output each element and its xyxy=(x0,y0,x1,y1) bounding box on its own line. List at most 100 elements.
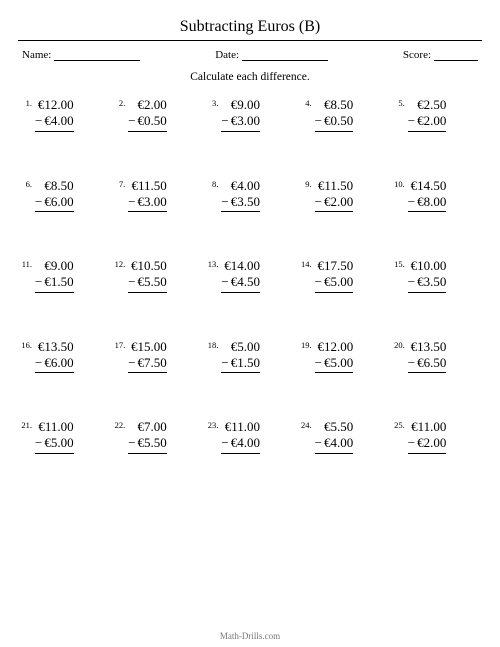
answer-rule xyxy=(408,453,447,454)
problem-number: 11. xyxy=(20,258,32,269)
problem: 25.€11.00−€2.00 xyxy=(393,419,480,454)
subtrahend: €5.00 xyxy=(324,355,353,371)
problem: 2.€2.00−€0.50 xyxy=(113,97,200,132)
subtraction-stack: €12.00−€4.00 xyxy=(35,97,74,132)
answer-rule xyxy=(128,131,167,132)
problem-number: 23. xyxy=(206,419,218,430)
score-blank[interactable] xyxy=(434,51,478,61)
subtrahend-line: −€4.00 xyxy=(35,113,74,129)
subtraction-stack: €10.50−€5.50 xyxy=(128,258,167,293)
answer-rule xyxy=(408,372,447,373)
subtrahend-line: −€5.00 xyxy=(35,435,74,451)
problem-number: 14. xyxy=(300,258,312,269)
minus-sign: − xyxy=(315,435,324,451)
subtrahend-line: −€2.00 xyxy=(408,435,447,451)
answer-rule xyxy=(35,453,74,454)
subtrahend-line: −€5.50 xyxy=(128,274,167,290)
answer-rule xyxy=(35,372,74,373)
answer-rule xyxy=(35,211,74,212)
answer-rule xyxy=(315,211,354,212)
name-blank[interactable] xyxy=(54,51,140,61)
problem-grid: 1.€12.00−€4.002.€2.00−€0.503.€9.00−€3.00… xyxy=(18,97,482,454)
problem-number: 7. xyxy=(113,178,125,189)
minuend: €10.50 xyxy=(128,258,167,274)
problem: 4.€8.50−€0.50 xyxy=(300,97,387,132)
subtrahend: €6.50 xyxy=(417,355,446,371)
subtraction-stack: €2.50−€2.00 xyxy=(408,97,447,132)
subtraction-stack: €14.00−€4.50 xyxy=(221,258,260,293)
subtrahend-line: −€5.50 xyxy=(128,435,167,451)
problem: 1.€12.00−€4.00 xyxy=(20,97,107,132)
subtrahend: €7.50 xyxy=(138,355,167,371)
answer-rule xyxy=(128,292,167,293)
problem-number: 6. xyxy=(20,178,32,189)
subtrahend-line: −€5.00 xyxy=(315,274,354,290)
subtrahend-line: −€0.50 xyxy=(315,113,354,129)
subtrahend-line: −€6.00 xyxy=(35,194,74,210)
subtrahend-line: −€4.00 xyxy=(315,435,354,451)
subtrahend-line: −€4.50 xyxy=(221,274,260,290)
problem: 6.€8.50−€6.00 xyxy=(20,178,107,213)
subtraction-stack: €11.00−€2.00 xyxy=(408,419,447,454)
answer-rule xyxy=(315,453,354,454)
subtrahend: €2.00 xyxy=(417,113,446,129)
subtrahend-line: −€0.50 xyxy=(128,113,167,129)
minus-sign: − xyxy=(221,194,230,210)
minuend: €14.50 xyxy=(408,178,447,194)
problem: 15.€10.00−€3.50 xyxy=(393,258,480,293)
date-blank[interactable] xyxy=(242,51,328,61)
minus-sign: − xyxy=(221,435,230,451)
problem: 14.€17.50−€5.00 xyxy=(300,258,387,293)
subtraction-stack: €9.00−€1.50 xyxy=(35,258,74,293)
subtraction-stack: €9.00−€3.00 xyxy=(221,97,260,132)
minus-sign: − xyxy=(128,274,137,290)
subtrahend: €6.00 xyxy=(44,355,73,371)
minus-sign: − xyxy=(315,355,324,371)
subtrahend: €4.00 xyxy=(231,435,260,451)
minuend: €12.00 xyxy=(315,339,354,355)
minus-sign: − xyxy=(35,435,44,451)
minuend: €14.00 xyxy=(221,258,260,274)
problem: 3.€9.00−€3.00 xyxy=(206,97,293,132)
problem: 17.€15.00−€7.50 xyxy=(113,339,200,374)
minuend: €2.00 xyxy=(128,97,167,113)
problem: 21.€11.00−€5.00 xyxy=(20,419,107,454)
subtrahend-line: −€3.00 xyxy=(221,113,260,129)
minuend: €5.50 xyxy=(315,419,354,435)
subtrahend: €3.00 xyxy=(138,194,167,210)
subtrahend: €3.00 xyxy=(231,113,260,129)
problem: 18.€5.00−€1.50 xyxy=(206,339,293,374)
answer-rule xyxy=(221,372,260,373)
problem: 9.€11.50−€2.00 xyxy=(300,178,387,213)
problem: 19.€12.00−€5.00 xyxy=(300,339,387,374)
minus-sign: − xyxy=(128,435,137,451)
answer-rule xyxy=(315,372,354,373)
answer-rule xyxy=(221,131,260,132)
subtrahend-line: −€5.00 xyxy=(315,355,354,371)
subtraction-stack: €7.00−€5.50 xyxy=(128,419,167,454)
meta-row: Name: Date: Score: xyxy=(18,49,482,61)
subtrahend: €5.00 xyxy=(324,274,353,290)
subtrahend: €3.50 xyxy=(231,194,260,210)
answer-rule xyxy=(315,292,354,293)
minuend: €10.00 xyxy=(408,258,447,274)
answer-rule xyxy=(221,211,260,212)
problem-number: 13. xyxy=(206,258,218,269)
minus-sign: − xyxy=(35,194,44,210)
minuend: €13.50 xyxy=(35,339,74,355)
subtrahend-line: −€3.00 xyxy=(128,194,167,210)
subtraction-stack: €11.00−€5.00 xyxy=(35,419,74,454)
minus-sign: − xyxy=(315,194,324,210)
answer-rule xyxy=(128,453,167,454)
date-field: Date: xyxy=(215,49,328,61)
subtrahend-line: −€1.50 xyxy=(221,355,260,371)
subtraction-stack: €8.50−€6.00 xyxy=(35,178,74,213)
subtrahend: €6.00 xyxy=(44,194,73,210)
answer-rule xyxy=(35,131,74,132)
problem: 20.€13.50−€6.50 xyxy=(393,339,480,374)
minuend: €8.50 xyxy=(35,178,74,194)
problem: 12.€10.50−€5.50 xyxy=(113,258,200,293)
subtrahend-line: −€2.00 xyxy=(408,113,447,129)
name-label: Name: xyxy=(22,49,51,61)
problem: 11.€9.00−€1.50 xyxy=(20,258,107,293)
